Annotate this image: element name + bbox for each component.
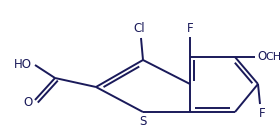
Text: CH₃: CH₃ <box>265 52 280 62</box>
Text: HO: HO <box>14 58 32 72</box>
Text: S: S <box>139 115 147 128</box>
Text: Cl: Cl <box>133 22 145 35</box>
Text: F: F <box>259 107 265 120</box>
Text: O: O <box>23 97 33 109</box>
Text: F: F <box>187 22 193 35</box>
Text: O: O <box>257 50 266 64</box>
